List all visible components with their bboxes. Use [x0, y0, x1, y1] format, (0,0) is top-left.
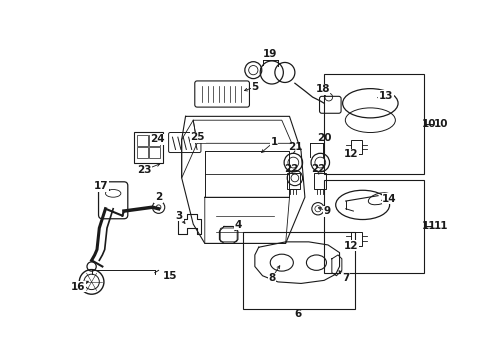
Text: 11: 11	[421, 221, 435, 231]
Bar	[137, 147, 147, 158]
Bar	[313, 172, 326, 189]
Text: 17: 17	[93, 181, 108, 192]
Text: 13: 13	[378, 91, 392, 100]
Text: 25: 25	[190, 132, 204, 142]
Text: 22: 22	[310, 164, 325, 174]
Text: 8: 8	[267, 273, 275, 283]
Bar	[137, 135, 147, 145]
Text: 5: 5	[251, 82, 258, 92]
Bar	[324, 74, 424, 174]
Bar	[134, 132, 163, 163]
Text: 14: 14	[382, 194, 396, 204]
Text: 3: 3	[175, 211, 183, 221]
Bar	[350, 140, 361, 154]
Text: 22: 22	[284, 164, 299, 174]
Bar	[149, 135, 160, 145]
Text: 1: 1	[270, 137, 277, 147]
Text: 11: 11	[433, 221, 448, 231]
Bar	[350, 232, 361, 246]
Text: 24: 24	[150, 134, 165, 144]
Text: 6: 6	[294, 309, 301, 319]
Text: 12: 12	[343, 149, 358, 159]
Text: 4: 4	[234, 220, 241, 230]
Text: 10: 10	[433, 119, 448, 129]
Text: 21: 21	[287, 142, 302, 152]
Text: 18: 18	[315, 84, 329, 94]
Text: 10: 10	[421, 119, 435, 129]
Text: 7: 7	[341, 273, 349, 283]
Text: 20: 20	[316, 133, 331, 143]
Text: 16: 16	[70, 282, 85, 292]
Bar	[149, 147, 160, 158]
Text: 2: 2	[155, 192, 162, 202]
Bar	[243, 232, 354, 309]
Bar	[286, 172, 299, 189]
Text: 12: 12	[343, 241, 358, 251]
Bar	[324, 180, 424, 273]
Text: 19: 19	[263, 49, 277, 59]
Text: 23: 23	[137, 165, 151, 175]
Text: 15: 15	[162, 271, 177, 281]
Text: 9: 9	[323, 206, 330, 216]
